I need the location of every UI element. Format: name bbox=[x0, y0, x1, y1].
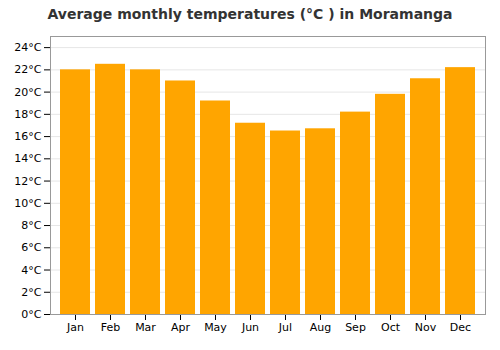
svg-text:18°C: 18°C bbox=[14, 108, 41, 121]
svg-text:Nov: Nov bbox=[415, 321, 437, 334]
svg-text:Mar: Mar bbox=[135, 321, 156, 334]
svg-text:Jan: Jan bbox=[66, 321, 84, 334]
svg-text:2°C: 2°C bbox=[21, 286, 41, 299]
svg-text:Apr: Apr bbox=[171, 321, 191, 334]
svg-text:Oct: Oct bbox=[381, 321, 401, 334]
svg-text:4°C: 4°C bbox=[21, 264, 41, 277]
svg-text:Sep: Sep bbox=[345, 321, 366, 334]
svg-text:24°C: 24°C bbox=[14, 41, 41, 54]
svg-text:20°C: 20°C bbox=[14, 86, 41, 99]
svg-text:12°C: 12°C bbox=[14, 175, 41, 188]
svg-text:14°C: 14°C bbox=[14, 152, 41, 165]
svg-text:22°C: 22°C bbox=[14, 63, 41, 76]
svg-text:10°C: 10°C bbox=[14, 197, 41, 210]
svg-text:Jun: Jun bbox=[241, 321, 259, 334]
html-text:Average monthly temperatures (: Average monthly temperatures (°C ) in Mo… bbox=[47, 6, 453, 22]
svg-text:Aug: Aug bbox=[310, 321, 331, 334]
svg-text:Feb: Feb bbox=[101, 321, 120, 334]
svg-text:May: May bbox=[204, 321, 227, 334]
svg-text:Dec: Dec bbox=[450, 321, 471, 334]
svg-text:16°C: 16°C bbox=[14, 130, 41, 143]
svg-text:8°C: 8°C bbox=[21, 219, 41, 232]
svg-text:0°C: 0°C bbox=[21, 308, 41, 321]
svg-text:Jul: Jul bbox=[278, 321, 292, 334]
svg-text:6°C: 6°C bbox=[21, 241, 41, 254]
